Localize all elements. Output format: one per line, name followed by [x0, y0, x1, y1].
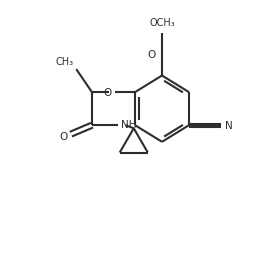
Text: CH₃: CH₃: [56, 57, 74, 67]
Text: NH: NH: [121, 120, 136, 130]
Text: OCH₃: OCH₃: [149, 18, 175, 28]
Text: O: O: [148, 50, 156, 60]
Text: O: O: [59, 132, 68, 142]
Text: N: N: [225, 121, 232, 131]
Text: O: O: [103, 88, 112, 98]
